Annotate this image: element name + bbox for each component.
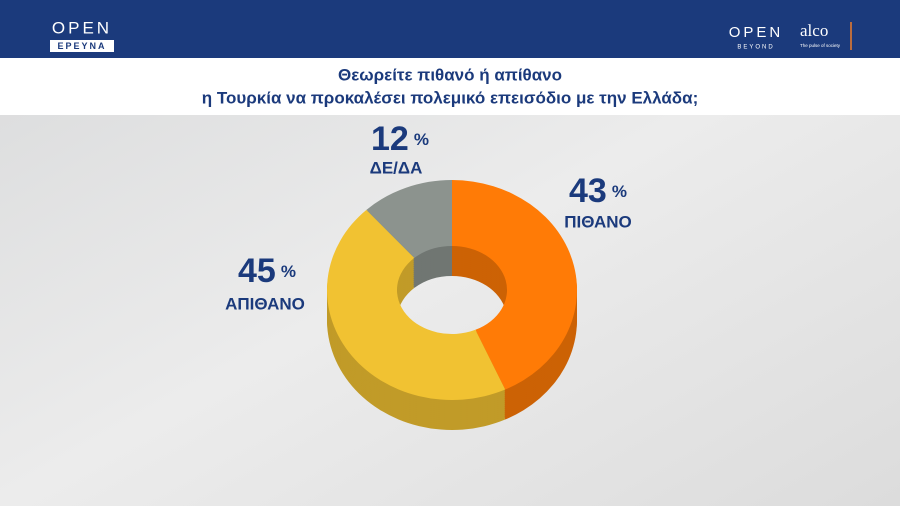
value-number: 12	[371, 120, 409, 158]
logo-sub: ΕΡΕΥΝΑ	[57, 41, 106, 51]
category-label: ΑΠΙΘΑΝΟ	[225, 294, 305, 313]
logo-sub: BEYOND	[737, 45, 774, 51]
slice	[452, 180, 577, 390]
logo: OPEN	[729, 24, 784, 41]
title-band	[0, 58, 900, 115]
value-unit: %	[281, 262, 296, 281]
chart-title: η Τουρκία να προκαλέσει πολεμικό επεισόδ…	[202, 88, 698, 107]
slice	[366, 180, 452, 258]
header-bar	[0, 0, 900, 58]
logo-sub-box	[50, 40, 114, 52]
slice	[327, 209, 506, 400]
value-label: 45%	[238, 252, 296, 290]
value-number: 43	[569, 172, 607, 210]
category-label: ΠΙΘΑΝΟ	[564, 212, 632, 231]
value-number: 45	[238, 252, 276, 290]
partner-tagline: The pulse of society	[800, 43, 841, 48]
value-label: 43%	[569, 172, 627, 210]
partner-logo: alco	[800, 21, 828, 40]
value-unit: %	[414, 130, 429, 149]
category-label: ΔΕ/ΔΑ	[370, 158, 423, 177]
chart-title: Θεωρείτε πιθανό ή απίθανο	[338, 65, 562, 84]
value-label: 12%	[371, 120, 429, 158]
value-unit: %	[612, 182, 627, 201]
logo: OPEN	[52, 18, 112, 37]
